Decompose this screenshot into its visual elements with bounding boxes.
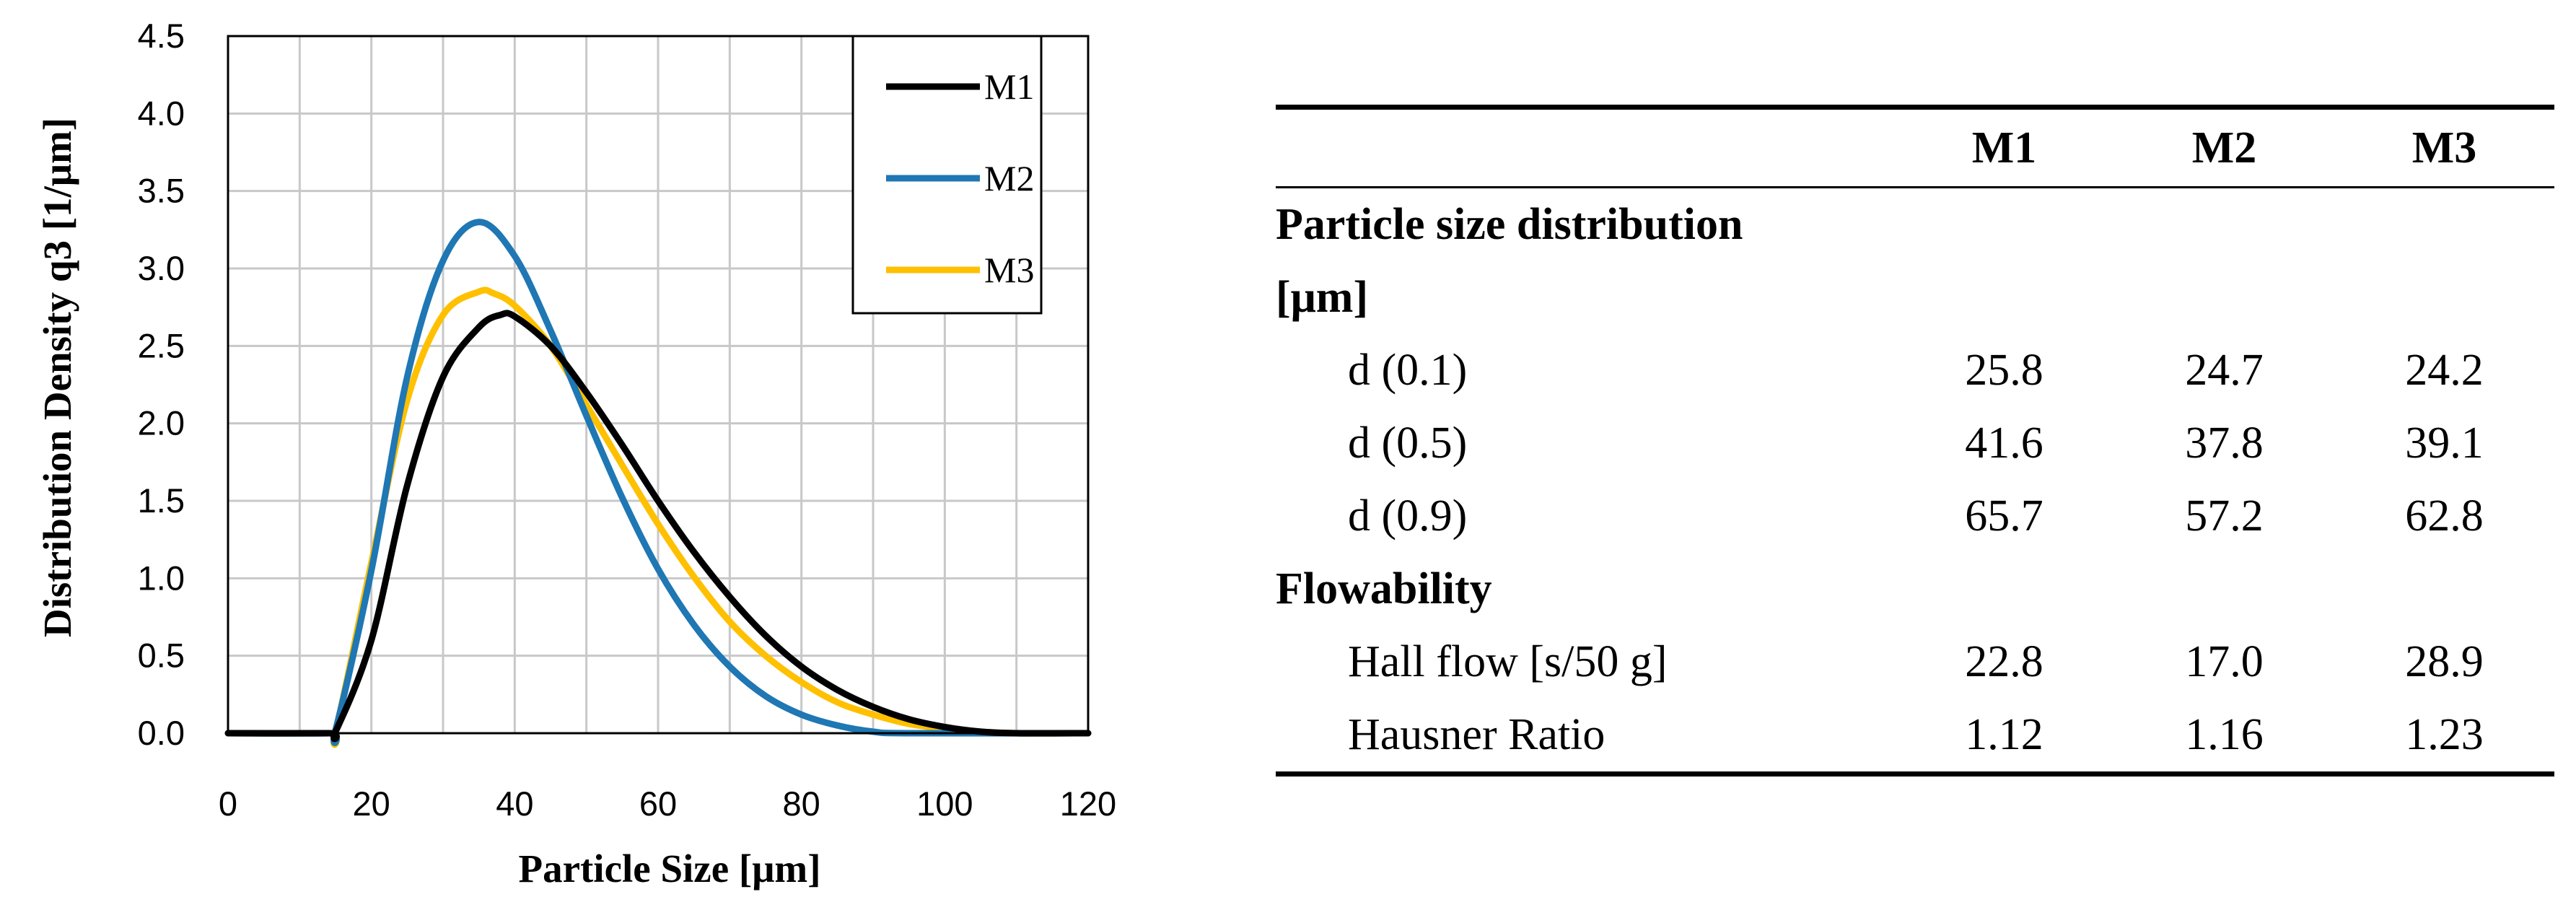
cell-m2: 17.0 (2185, 637, 2264, 686)
y-tick-label: 1.5 (138, 481, 185, 520)
y-tick-label: 4.0 (138, 94, 185, 132)
series-line-m2 (224, 219, 1092, 746)
x-tick-labels: 0 20 40 60 80 100 120 (219, 784, 1116, 823)
row-label: d (0.1) (1348, 346, 1468, 395)
cell-m1: 41.6 (1965, 419, 2043, 468)
y-tick-label: 0.0 (138, 714, 185, 752)
cell-m3: 28.9 (2405, 637, 2484, 686)
x-tick-label: 0 (219, 784, 237, 823)
y-axis-title: Distribution Density q3 [1/μm] (35, 118, 79, 637)
x-tick-label: 60 (639, 784, 677, 823)
y-tick-label: 0.5 (138, 637, 185, 675)
cell-m1: 65.7 (1965, 491, 2043, 541)
series-lines (224, 219, 1092, 748)
section-title-flow: Flowability (1276, 564, 1492, 613)
x-tick-label: 100 (916, 784, 973, 823)
legend: M1 M2 M3 (851, 35, 1043, 315)
legend-label-m1: M1 (984, 66, 1034, 107)
table-row: d (0.5) 41.6 37.8 39.1 (1276, 407, 2554, 480)
table-row: Hausner Ratio 1.12 1.16 1.23 (1276, 699, 2554, 777)
row-label: d (0.9) (1348, 491, 1468, 541)
row-label: d (0.5) (1348, 419, 1468, 468)
header-m2: M2 (2114, 107, 2334, 188)
header-m3: M3 (2334, 107, 2554, 188)
cell-m3: 1.23 (2334, 699, 2554, 777)
legend-label-m3: M3 (984, 250, 1034, 290)
cell-m3: 24.2 (2405, 346, 2484, 395)
section-unit-psd: [μm] (1276, 273, 1369, 322)
cell-m2: 37.8 (2185, 419, 2264, 468)
table-row: d (0.1) 25.8 24.7 24.2 (1276, 334, 2554, 407)
table-header-row: M1 M2 M3 (1276, 107, 2554, 188)
table-row: Hall flow [s/50 g] 22.8 17.0 28.9 (1276, 626, 2554, 699)
y-tick-label: 4.5 (138, 17, 185, 55)
x-tick-label: 20 (353, 784, 390, 823)
cell-m3: 39.1 (2405, 419, 2484, 468)
cell-m1: 1.12 (1894, 699, 2114, 777)
plot-area-border (227, 35, 1090, 735)
legend-label-m2: M2 (984, 158, 1034, 198)
x-tick-label: 120 (1060, 784, 1116, 823)
cell-m2: 24.7 (2185, 346, 2264, 395)
x-tick-label: 80 (783, 784, 820, 823)
y-tick-label: 3.5 (138, 172, 185, 210)
series-line-m1 (224, 310, 1092, 743)
section-title-psd: Particle size distribution (1276, 200, 1743, 249)
y-tick-label: 3.0 (138, 249, 185, 287)
section-row-flow: Flowability (1276, 553, 2554, 626)
y-tick-label: 1.0 (138, 559, 185, 597)
row-label: Hausner Ratio (1276, 699, 1894, 777)
section-row-psd-unit: [μm] (1276, 261, 2554, 334)
cell-m2: 1.16 (2114, 699, 2334, 777)
properties-table: M1 M2 M3 Particle size distribution [μm]… (1276, 105, 2554, 777)
cell-m2: 57.2 (2185, 491, 2264, 541)
header-empty-cell (1276, 107, 1894, 188)
y-tick-labels: 0.0 0.5 1.0 1.5 2.0 2.5 3.0 3.5 4.0 4.5 (138, 17, 185, 752)
cell-m1: 25.8 (1965, 346, 2043, 395)
y-tick-label: 2.0 (138, 404, 185, 442)
row-label: Hall flow [s/50 g] (1348, 637, 1668, 686)
table-row: d (0.9) 65.7 57.2 62.8 (1276, 480, 2554, 553)
x-tick-label: 40 (496, 784, 533, 823)
cell-m1: 22.8 (1965, 637, 2043, 686)
cell-m3: 62.8 (2405, 491, 2484, 541)
distribution-density-chart: 0.0 0.5 1.0 1.5 2.0 2.5 3.0 3.5 4.0 4.5 0 20 40 60 80… (35, 17, 1116, 891)
x-axis-title: Particle Size [μm] (518, 847, 820, 891)
header-m1: M1 (1894, 107, 2114, 188)
y-tick-label: 2.5 (138, 326, 185, 364)
section-row-psd: Particle size distribution (1276, 188, 2554, 262)
